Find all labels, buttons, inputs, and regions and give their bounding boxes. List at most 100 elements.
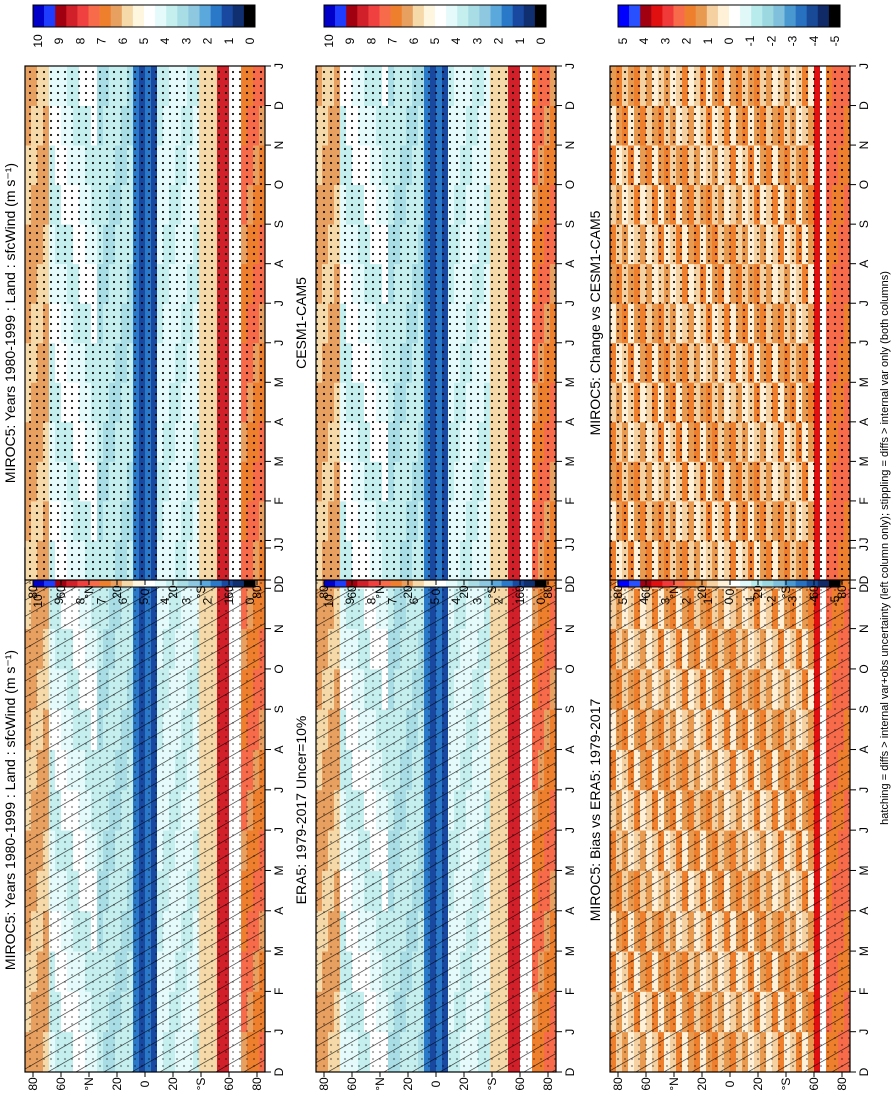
colorbar-label: 2 (492, 37, 506, 44)
colorbar-label: 0 (243, 597, 257, 604)
colorbar-swatch (618, 5, 630, 27)
colorbar-label: 7 (95, 597, 109, 604)
month-label: J (563, 340, 577, 346)
colorbar-swatch (132, 5, 145, 27)
colorbar-label: 4 (158, 597, 172, 604)
month-label: F (857, 988, 871, 995)
colorbar-label: 2 (680, 597, 694, 604)
month-label: F (272, 988, 286, 995)
lat-label: 0 (723, 588, 737, 595)
lat-label: 0 (429, 588, 443, 595)
colorbar-label: -1 (743, 595, 757, 606)
month-label: J (563, 1029, 577, 1035)
colorbar-swatch (479, 5, 491, 27)
colorbar-swatch (166, 5, 178, 27)
month-label: M (857, 946, 871, 956)
month-label: O (272, 180, 286, 189)
colorbar-label: 5 (616, 37, 630, 44)
panel-title: CESM1-CAM5 (293, 277, 309, 369)
colorbar-label: 3 (658, 37, 672, 44)
panel-p1: MIROC5: Years 1980-1999 : Land : sfcWind… (2, 545, 286, 1091)
colorbar-label: 1 (701, 597, 715, 604)
colorbar-swatch (828, 5, 841, 27)
month-label: M (857, 377, 871, 387)
colorbar-label: 10 (31, 34, 45, 48)
month-label: M (272, 946, 286, 956)
colorbar-label: 0 (722, 597, 736, 604)
lat-label: 60 (807, 1077, 821, 1091)
lat-label: °N (667, 585, 681, 598)
lat-label: 80 (26, 1077, 40, 1091)
month-label: J (857, 63, 871, 69)
month-label: D (857, 584, 871, 593)
month-label: J (857, 537, 871, 543)
colorbar-label: 1 (222, 597, 236, 604)
month-label: J (857, 1029, 871, 1035)
colorbar-label: 5 (137, 37, 151, 44)
colorbar-frame (323, 4, 547, 28)
colorbar-label: 1 (513, 37, 527, 44)
colorbar-swatch (379, 5, 391, 27)
colorbar-swatch (401, 5, 414, 27)
colorbar-label: 9 (52, 597, 66, 604)
panel-title: MIROC5: Change vs CESM1-CAM5 (587, 210, 603, 435)
stippling-overlay (25, 548, 265, 1072)
month-label: M (272, 377, 286, 387)
month-label: D (563, 575, 577, 584)
colorbar-label: 3 (179, 597, 193, 604)
lat-label: 60 (345, 1077, 359, 1091)
month-label: N (563, 141, 577, 150)
colorbar-swatch (435, 5, 447, 27)
colorbar-swatch (221, 5, 234, 27)
colorbar-swatch (751, 5, 763, 27)
month-label: J (272, 300, 286, 306)
month-label: J (272, 545, 286, 551)
colorbar-label: 2 (201, 597, 215, 604)
colorbar-label: 1 (701, 37, 715, 44)
stippling-overlay (25, 66, 265, 580)
colorbar-swatch (44, 5, 56, 27)
colorbar-swatch (523, 5, 536, 27)
lat-label: °S (194, 1078, 208, 1091)
month-label: M (563, 946, 577, 956)
colorbar-label: -2 (764, 35, 778, 46)
lat-label: 60 (222, 585, 236, 599)
colorbar-swatch (346, 5, 358, 27)
colorbar-swatch (177, 5, 189, 27)
month-label: O (563, 664, 577, 673)
month-label: A (857, 260, 871, 268)
colorbar-swatch (99, 5, 111, 27)
lat-label: 80 (835, 1077, 849, 1091)
lat-label: 0 (429, 1080, 443, 1087)
stippling-overlay (610, 548, 850, 1072)
colorbar-label: 3 (470, 597, 484, 604)
colorbar-swatch (110, 5, 123, 27)
stippling-overlay (610, 66, 850, 580)
month-label: A (563, 746, 577, 754)
lat-label: 20 (110, 585, 124, 599)
lat-label: 80 (611, 585, 625, 599)
stippling-overlay (316, 66, 556, 580)
month-label: D (272, 575, 286, 584)
month-label: J (563, 827, 577, 833)
colorbar-swatch (243, 5, 256, 27)
month-label: J (272, 63, 286, 69)
month-label: J (563, 787, 577, 793)
month-label: S (272, 220, 286, 228)
colorbar-swatch (695, 5, 708, 27)
colorbar-swatch (199, 5, 211, 27)
month-label: J (563, 537, 577, 543)
colorbar-swatch (210, 5, 222, 27)
month-label: S (857, 705, 871, 713)
month-label: A (857, 418, 871, 426)
lat-label: 20 (166, 585, 180, 599)
footnote: hatching = diffs > internal var+obs unce… (879, 271, 891, 825)
colorbar-label: 7 (95, 37, 109, 44)
colorbar-label: 8 (364, 37, 378, 44)
colorbar-swatch (412, 5, 425, 27)
lat-label: 60 (54, 585, 68, 599)
colorbar-swatch (423, 5, 436, 27)
month-label: F (272, 497, 286, 504)
colorbar-label: -4 (807, 595, 821, 606)
month-label: S (857, 220, 871, 228)
